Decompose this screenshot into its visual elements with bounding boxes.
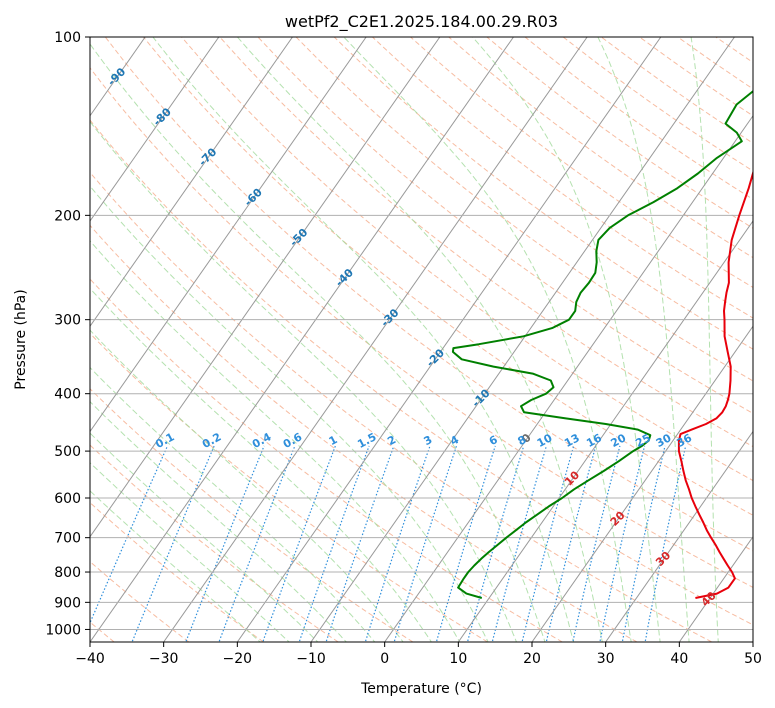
y-tick-label: 200: [54, 208, 81, 224]
isotherm-line: [163, 37, 588, 642]
mixing-ratio-line: [545, 445, 597, 642]
y-tick-label: 500: [54, 444, 81, 460]
y-axis-title: Pressure (hPa): [13, 289, 29, 389]
moist-adiabat-line: [343, 37, 632, 642]
isotherm-lines: [90, 37, 753, 642]
y-tick-label: 700: [54, 531, 81, 547]
mixing-ratio-line: [218, 445, 296, 642]
mixing-ratio-label: 20: [609, 431, 629, 450]
dry-adiabat-line: [90, 444, 339, 642]
x-axis-title: Temperature (°C): [360, 681, 482, 697]
moist-adiabat-line: [472, 37, 661, 642]
mixing-ratio-line: [364, 445, 431, 642]
isotherm-line: [90, 37, 514, 642]
x-axis: −40 −30 −20 −10 0 10 20 30 40 50: [75, 642, 762, 667]
isotherm-line: [678, 535, 753, 642]
plot-area: -100-90-80-70-60-50-40-30-20-10010203040…: [90, 37, 753, 642]
mixing-ratio-line: [325, 445, 395, 642]
mixing-ratio-label: 25: [633, 431, 653, 450]
mixing-ratio-line: [185, 445, 265, 642]
dry-adiabat-line: [219, 37, 753, 448]
mixing-ratio-line: [435, 445, 496, 642]
mixing-ratio-label: 16: [584, 431, 604, 450]
dry-adiabat-line: [143, 37, 753, 516]
isotherm-line: [90, 37, 367, 433]
temperature-profile-line: [677, 169, 753, 599]
mixing-ratio-label: 36: [674, 431, 694, 450]
mixing-ratio-label: 30: [654, 431, 674, 450]
mixing-ratio-label: 10: [535, 431, 555, 450]
y-tick-label: 900: [54, 595, 81, 611]
y-tick-label: 300: [54, 313, 81, 329]
mixing-ratio-line: [599, 445, 646, 642]
y-tick-label: 800: [54, 565, 81, 581]
y-axis: 100 200 300 400 500 600 700 800 900 1000: [45, 30, 90, 638]
moist-adiabat-line: [152, 37, 575, 642]
dry-adiabat-line: [295, 37, 753, 382]
x-tick-label: 40: [670, 651, 688, 667]
y-tick-label: 400: [54, 387, 81, 403]
series-lines: [451, 89, 753, 599]
isotherm-line: [531, 325, 753, 642]
isotherm-line: [310, 37, 735, 642]
dry-adiabat-line: [90, 560, 190, 642]
x-tick-label: 20: [523, 651, 541, 667]
plot-frame: [89, 36, 754, 643]
y-tick-label: 100: [54, 30, 81, 46]
dry-adiabat-line: [372, 37, 753, 319]
x-tick-label: −20: [223, 651, 253, 667]
isotherm-line: [384, 114, 753, 642]
dry-adiabat-line: [333, 37, 753, 350]
isotherm-line: [605, 430, 753, 642]
isotherm-line: [90, 37, 220, 222]
mixing-ratio-line: [393, 445, 458, 642]
y-tick-label: 600: [54, 491, 81, 507]
dry-adiabat-line: [90, 332, 488, 642]
isotherm-line: [457, 220, 753, 642]
isobar-lines: [90, 37, 753, 630]
x-tick-label: 30: [597, 651, 615, 667]
isotherm-line: [90, 37, 441, 538]
mixing-ratio-line: [298, 445, 370, 642]
x-tick-label: −10: [296, 651, 326, 667]
mixing-ratio-line: [621, 445, 666, 642]
y-tick-label: 1000: [45, 622, 81, 638]
dry-adiabat-line: [181, 37, 753, 482]
x-tick-label: −40: [75, 651, 105, 667]
mixing-ratio-labels: 0.1 0.2 0.4 0.6 1 1.5 2 3 4 6 8 10 13 16 20 25 30 36: [153, 430, 694, 451]
x-tick-label: 50: [744, 651, 762, 667]
isotherm-line: [236, 37, 662, 642]
dewpoint-profile-line: [451, 89, 753, 599]
moist-adiabat-line: [237, 37, 603, 642]
chart-title: wetPf2_C2E1.2025.184.00.29.R03: [285, 12, 558, 32]
moist-adiabat-line: [597, 37, 690, 642]
x-tick-label: 10: [449, 651, 467, 667]
mixing-ratio-line: [491, 445, 547, 642]
mixing-ratio-line: [572, 445, 621, 642]
moist-adiabat-line: [90, 432, 319, 642]
mixing-ratio-line: [90, 445, 169, 625]
x-tick-label: −30: [149, 651, 179, 667]
dry-adiabat-line: [90, 119, 753, 626]
mixing-ratio-line: [521, 445, 575, 642]
isotherm-line: [90, 37, 293, 328]
dry-adiabat-line: [90, 171, 712, 642]
dry-adiabat-line: [90, 278, 563, 642]
mixing-ratio-label: 13: [562, 431, 582, 450]
mixing-ratio-line: [262, 445, 336, 642]
mixing-ratio-line: [644, 445, 687, 642]
x-tick-label: 0: [380, 651, 389, 667]
